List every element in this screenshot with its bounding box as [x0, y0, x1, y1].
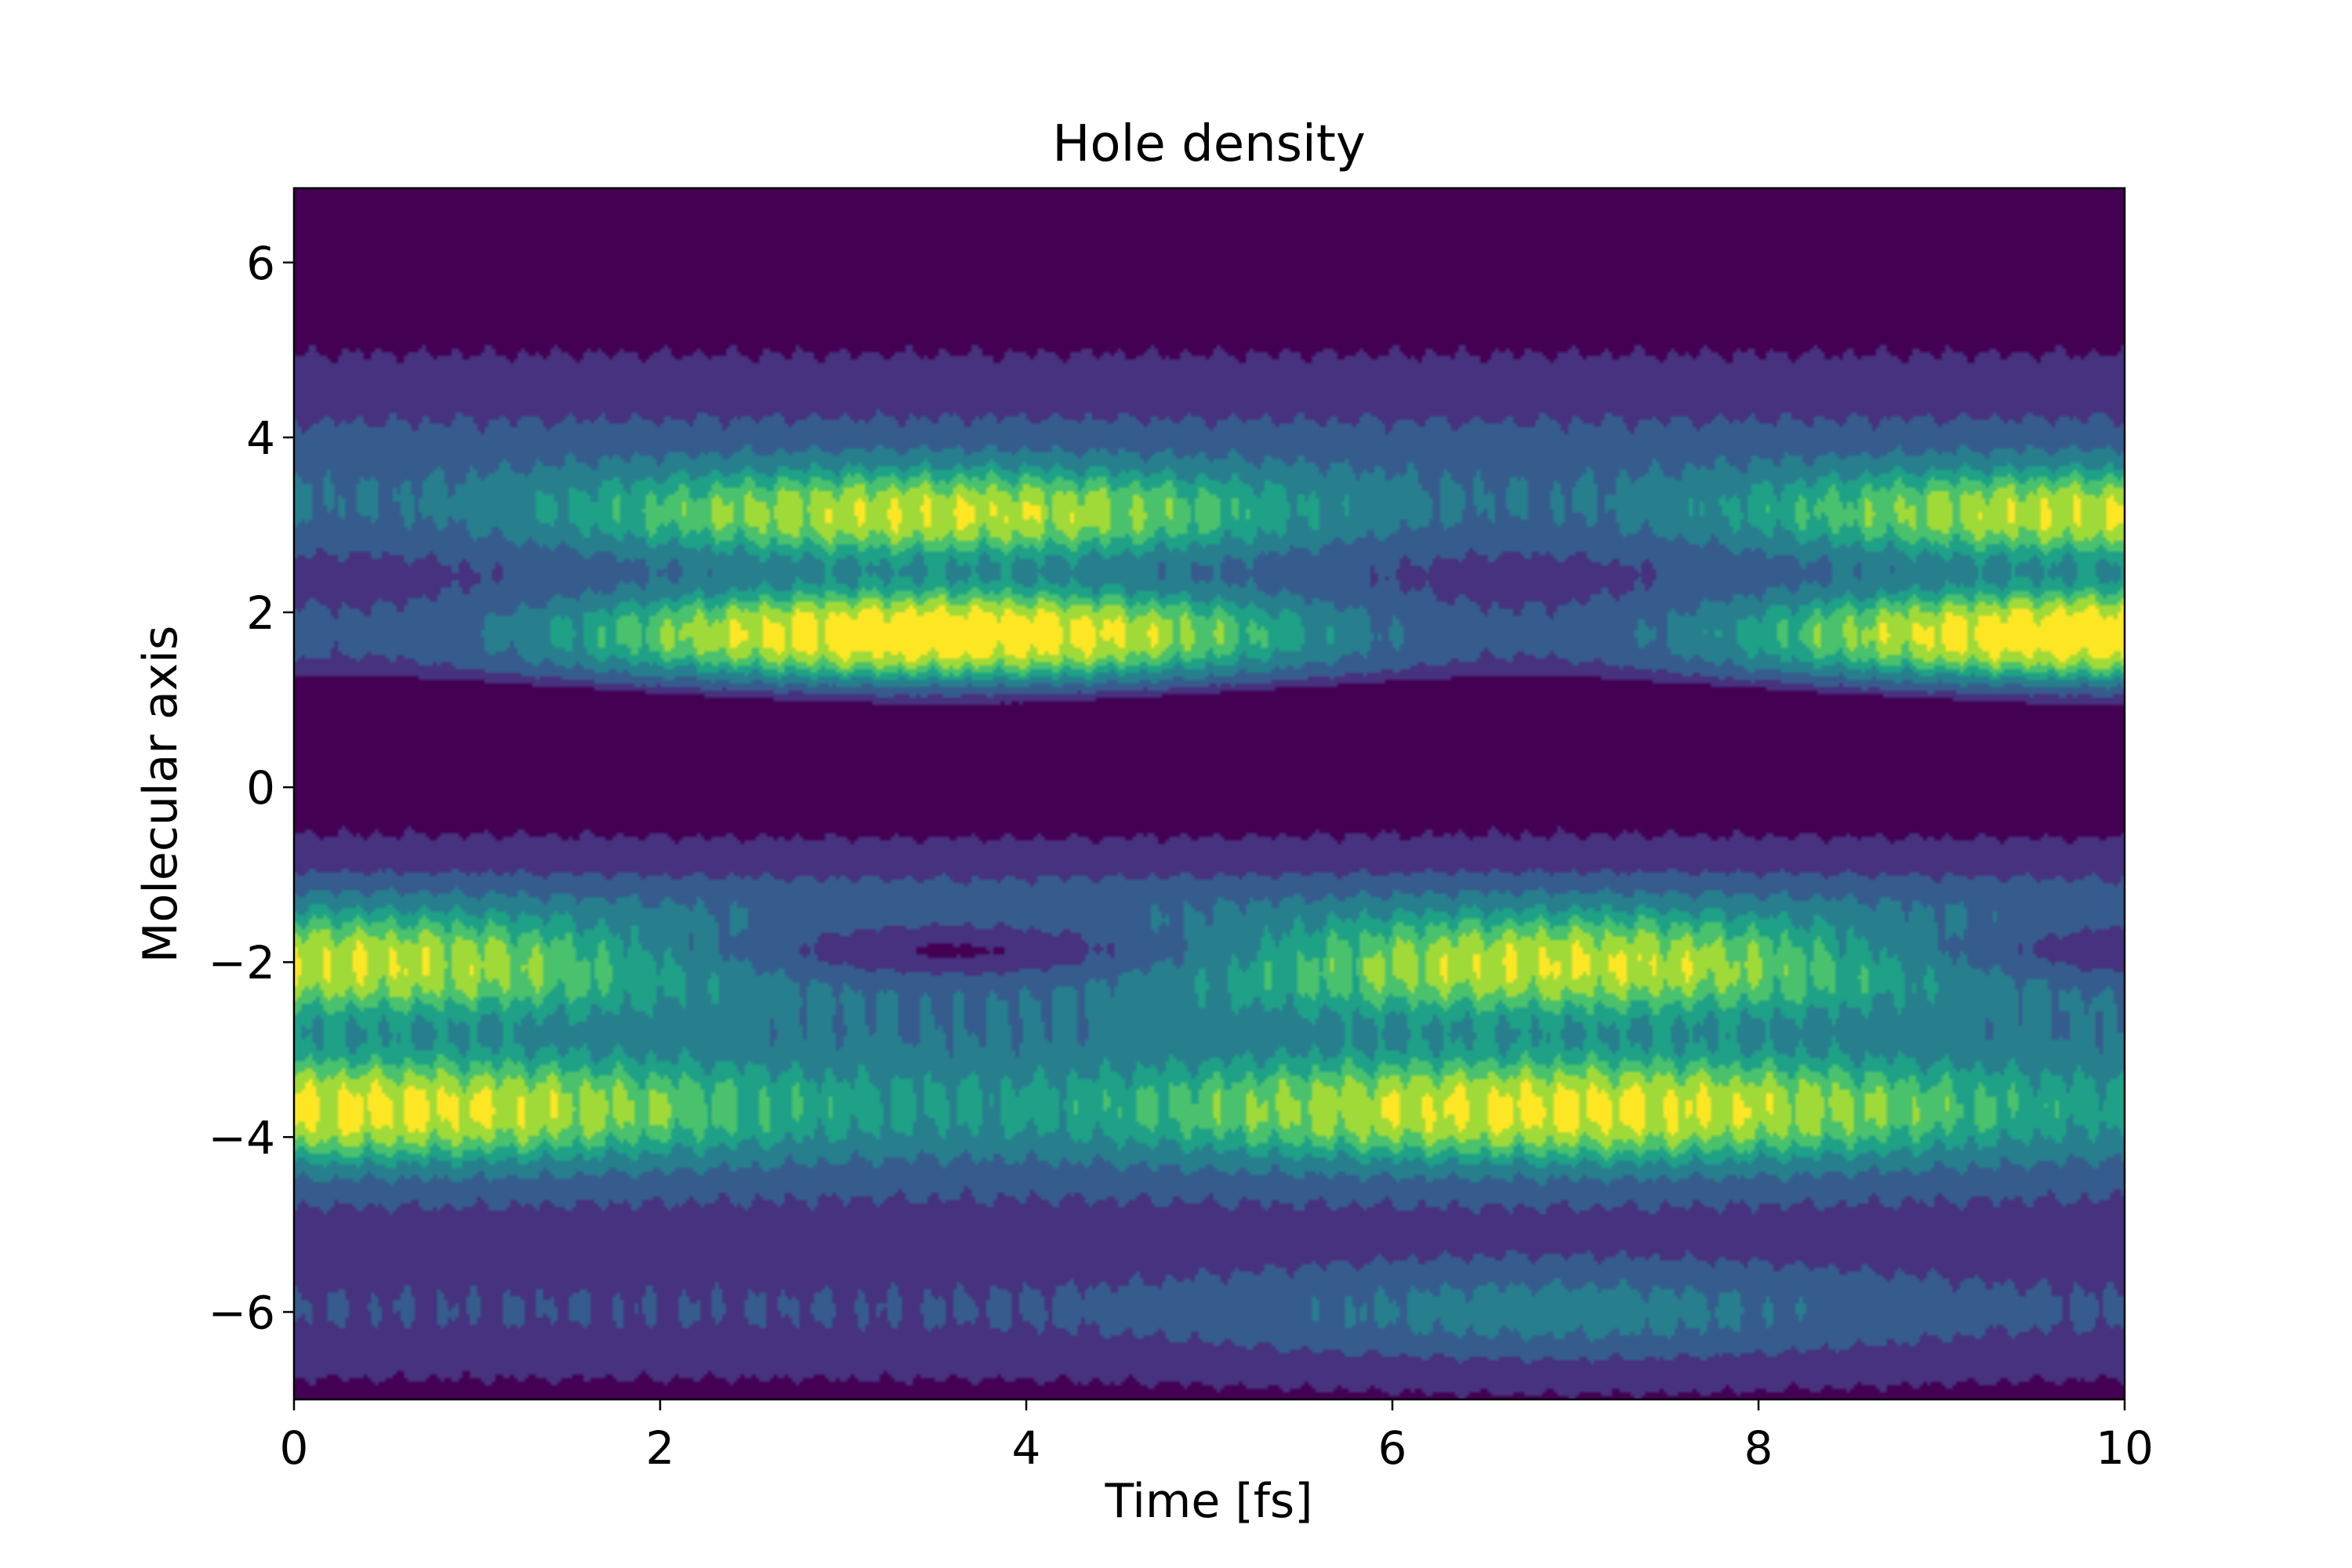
plot-area [294, 188, 2125, 1399]
x-tick-label: 4 [1012, 1421, 1041, 1475]
x-tick-label: 10 [2096, 1421, 2154, 1475]
x-axis-ticks: 0 2 4 6 8 10 [280, 1399, 2154, 1475]
y-tick-label: −2 [209, 936, 276, 989]
plot-frame [292, 187, 2126, 1401]
x-tick-label: 2 [646, 1421, 675, 1475]
y-axis-ticks: −6 −4 −2 0 2 4 6 [209, 237, 294, 1339]
x-axis-label: Time [fs] [1104, 1474, 1312, 1529]
y-tick-label: 6 [246, 237, 275, 290]
y-tick-label: −4 [209, 1111, 276, 1164]
y-tick-label: −6 [209, 1286, 276, 1339]
y-tick-label: 0 [246, 761, 275, 815]
x-tick-label: 0 [280, 1421, 309, 1475]
y-tick-label: 2 [246, 586, 275, 640]
y-axis-label: Molecular axis [133, 626, 188, 963]
y-tick-label: 4 [246, 412, 275, 465]
x-tick-label: 8 [1744, 1421, 1773, 1475]
x-tick-label: 6 [1378, 1421, 1407, 1475]
chart-title: Hole density [1052, 115, 1365, 173]
contour-field [294, 188, 2125, 1399]
